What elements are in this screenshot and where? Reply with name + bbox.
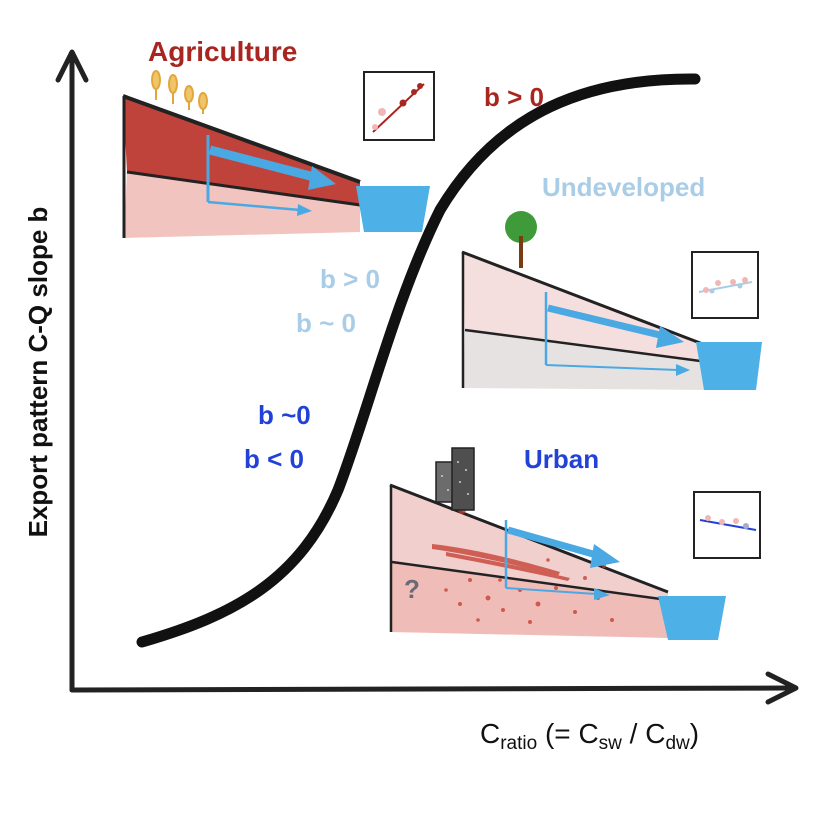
x-axis-label-close: ) bbox=[689, 718, 700, 749]
agriculture-layer-line bbox=[126, 170, 361, 207]
urban-title: Urban bbox=[524, 444, 600, 474]
sigmoid-curve bbox=[136, 73, 701, 648]
scatter-inset-icon bbox=[363, 71, 435, 141]
x-axis-label-ratio-sub: ratio bbox=[500, 733, 538, 754]
undeveloped-layer-line bbox=[464, 328, 709, 364]
y-axis-arrowhead bbox=[55, 49, 89, 83]
urban-slope-note-2: b < 0 bbox=[244, 444, 304, 474]
undeveloped-outline bbox=[461, 250, 709, 348]
stream-bucket-icon bbox=[658, 596, 726, 640]
undeveloped-soil-bottom-layer bbox=[463, 330, 708, 390]
urban-flow-arrows bbox=[504, 520, 620, 600]
scatter-inset-icon bbox=[693, 491, 761, 559]
x-axis-label-part1: (= C bbox=[537, 718, 599, 749]
x-axis-label-sw-sub: sw bbox=[598, 733, 622, 754]
urban-layer-line bbox=[391, 560, 669, 602]
undeveloped-title: Undeveloped bbox=[542, 172, 706, 202]
wheat-icon bbox=[151, 70, 208, 114]
agriculture-flow-arrows bbox=[206, 135, 336, 216]
x-axis-label-dw-sub: dw bbox=[665, 733, 690, 754]
x-axis-arrowhead bbox=[765, 671, 799, 705]
scatter-inset-icon bbox=[691, 251, 759, 319]
urban-slope-note-1: b ~0 bbox=[258, 400, 311, 430]
axes bbox=[55, 49, 799, 705]
stream-bucket-icon bbox=[696, 342, 762, 390]
undeveloped-slope-note-2: b ~ 0 bbox=[296, 308, 356, 338]
agriculture-slope-note: b > 0 bbox=[484, 82, 544, 112]
urban-hillslope bbox=[389, 447, 761, 640]
urban-soil-bottom-layer bbox=[390, 562, 668, 638]
x-axis-label: Cratio (= Csw / Cdw) bbox=[480, 718, 700, 754]
y-axis-label: Export pattern C-Q slope b bbox=[23, 206, 53, 538]
x-axis-label-c: C bbox=[480, 718, 501, 749]
agriculture-title: Agriculture bbox=[148, 36, 298, 67]
undeveloped-slope-note-1: b > 0 bbox=[320, 264, 380, 294]
agriculture-hillslope bbox=[122, 70, 435, 238]
undeveloped-flow-arrows bbox=[544, 292, 690, 376]
urban-unknown-mark: ? bbox=[404, 574, 420, 604]
tree-icon bbox=[505, 211, 537, 268]
building-icon bbox=[435, 447, 475, 511]
x-axis-label-part2: / C bbox=[621, 718, 666, 749]
agriculture-outline bbox=[122, 94, 361, 184]
x-axis-line bbox=[69, 685, 793, 693]
stream-bucket-icon bbox=[356, 186, 430, 232]
undeveloped-hillslope bbox=[461, 211, 762, 390]
